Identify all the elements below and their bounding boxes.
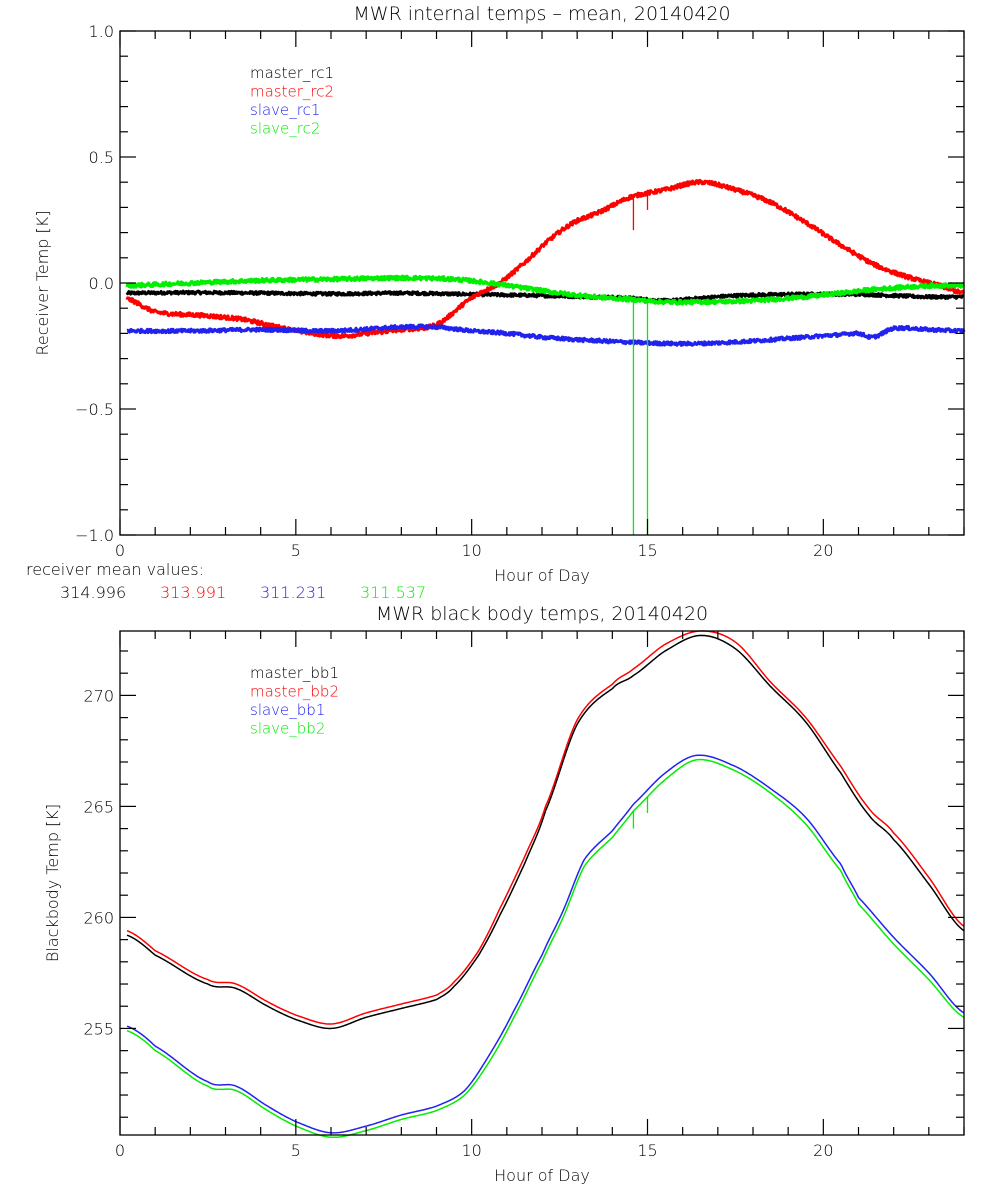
y-tick-label: 1.0 (89, 22, 114, 41)
legend-entry-slave_bb2: slave_bb2 (250, 720, 325, 738)
plot-lines (125, 178, 966, 535)
legend-entry-master_bb2: master_bb2 (250, 683, 339, 701)
legend-entry-master_bb1: master_bb1 (250, 664, 339, 682)
x-axis-label: Hour of Day (494, 1166, 590, 1185)
y-axis-label: Blackbody Temp [K] (43, 804, 62, 962)
legend-entry-slave_rc1: slave_rc1 (250, 101, 320, 119)
legend-entry-slave_bb1: slave_bb1 (250, 701, 325, 719)
plot-lines (126, 630, 965, 1139)
x-tick-label: 20 (813, 541, 833, 560)
x-axis-label: Hour of Day (494, 566, 590, 585)
y-tick-label: 0.0 (89, 274, 114, 293)
y-tick-label: 0.5 (89, 148, 114, 167)
x-tick-label: 0 (115, 541, 125, 560)
tick-labels: 0 5 10 15 20 255 260 265 270 (83, 686, 833, 1160)
blackbody-temp-chart: MWR black body temps, 20140420 0 5 10 15 20 2… (43, 603, 965, 1185)
series-line-slave_bb2 (126, 758, 965, 1139)
receiver-mean-label: receiver mean values: (26, 560, 204, 579)
receiver-temp-chart: MWR internal temps – mean, 20140420 0 5 10… (26, 3, 966, 602)
receiver-mean-value: 313.991 (160, 583, 226, 602)
x-tick-label: 5 (291, 541, 301, 560)
plot-frame (119, 630, 965, 1136)
y-tick-label: 270 (83, 686, 114, 705)
y-tick-label: 260 (83, 908, 114, 927)
y-tick-label: −1.0 (75, 526, 114, 545)
series-line-master_bb2 (126, 630, 965, 1025)
legend-entry-slave_rc2: slave_rc2 (250, 120, 320, 138)
x-tick-label: 15 (637, 541, 657, 560)
chart-title: MWR internal temps – mean, 20140420 (353, 3, 730, 25)
y-tick-label: 255 (83, 1019, 114, 1038)
x-tick-label: 15 (637, 1141, 657, 1160)
x-tick-label: 10 (461, 1141, 481, 1160)
series-line-slave_rc1 (126, 323, 966, 347)
legend-entry-master_rc1: master_rc1 (250, 64, 334, 82)
y-tick-label: 265 (83, 797, 114, 816)
x-tick-label: 5 (291, 1141, 301, 1160)
tick-labels: 0 5 10 15 20 −1.0 −0.5 0.0 0.5 1.0 (75, 22, 833, 560)
x-tick-label: 10 (461, 541, 481, 560)
x-tick-label: 0 (115, 1141, 125, 1160)
y-axis-label: Receiver Temp [K] (33, 210, 52, 355)
series-line-master_rc2 (125, 178, 965, 340)
axis-ticks (119, 30, 965, 536)
legend-entry-master_rc2: master_rc2 (250, 83, 334, 101)
series-line-master_bb1 (126, 634, 965, 1030)
receiver-mean-value: 311.537 (360, 583, 426, 602)
axis-ticks (119, 631, 965, 1135)
receiver-mean-value: 314.996 (60, 583, 126, 602)
receiver-mean-values: 314.996 313.991 311.231 311.537 (60, 583, 426, 602)
series-line-slave_rc2 (125, 274, 965, 306)
chart-title: MWR black body temps, 20140420 (376, 603, 708, 625)
series-line-slave_bb1 (126, 754, 965, 1134)
y-tick-label: −0.5 (75, 400, 114, 419)
x-tick-label: 20 (813, 1141, 833, 1160)
receiver-mean-value: 311.231 (260, 583, 326, 602)
